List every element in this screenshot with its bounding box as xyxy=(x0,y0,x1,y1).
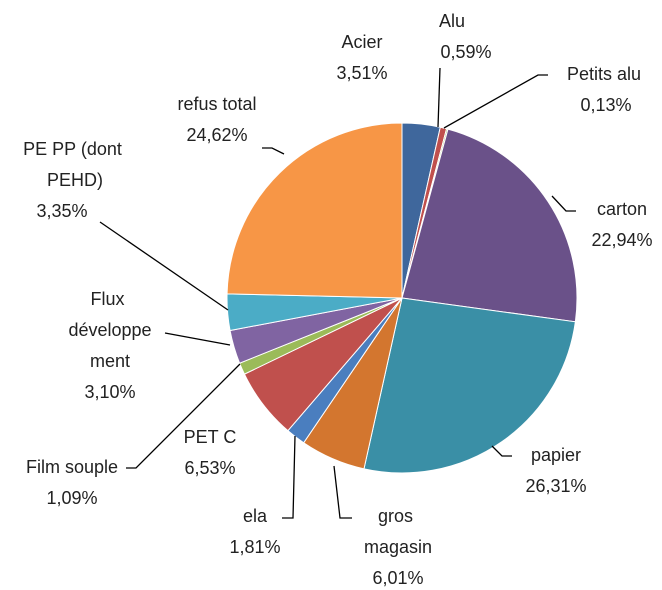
pie-slice xyxy=(226,122,403,299)
leader-line xyxy=(551,195,576,212)
leader-line xyxy=(333,465,352,519)
slice-label: Flux développe ment xyxy=(68,289,151,371)
slice-value-label: 1,81% xyxy=(229,537,280,557)
leader-line xyxy=(437,67,441,128)
slice-label: carton xyxy=(597,199,647,219)
leader-line xyxy=(443,74,548,129)
slice-label: Film souple xyxy=(26,457,118,477)
slice-label: PET C xyxy=(184,427,237,447)
slice-value-label: 6,53% xyxy=(184,458,235,478)
pie-slice xyxy=(401,128,578,323)
slice-value-label: 24,62% xyxy=(186,125,247,145)
slice-value-label: 26,31% xyxy=(525,476,586,496)
slice-value-label: 0,59% xyxy=(440,42,491,62)
leader-line xyxy=(491,445,512,457)
slice-label: Acier xyxy=(341,32,382,52)
slice-value-label: 3,10% xyxy=(84,382,135,402)
slice-value-label: 1,09% xyxy=(46,488,97,508)
slice-label: Alu xyxy=(439,11,465,31)
slice-label: refus total xyxy=(177,94,256,114)
slice-label: PE PP (dont PEHD) xyxy=(23,139,127,190)
slice-value-label: 6,01% xyxy=(372,568,423,588)
slice-value-label: 3,51% xyxy=(336,63,387,83)
leader-line xyxy=(282,435,296,519)
slice-value-label: 22,94% xyxy=(591,230,652,250)
leader-line xyxy=(262,147,285,155)
pie-slice xyxy=(363,297,576,474)
slice-label: Petits alu xyxy=(567,64,641,84)
leader-line xyxy=(99,221,229,311)
slice-label: gros magasin xyxy=(364,506,432,557)
slice-label: ela xyxy=(243,506,268,526)
slice-label: papier xyxy=(531,445,581,465)
slice-value-label: 3,35% xyxy=(36,201,87,221)
leader-line xyxy=(126,363,241,469)
leader-line xyxy=(164,332,231,346)
slice-value-label: 0,13% xyxy=(580,95,631,115)
